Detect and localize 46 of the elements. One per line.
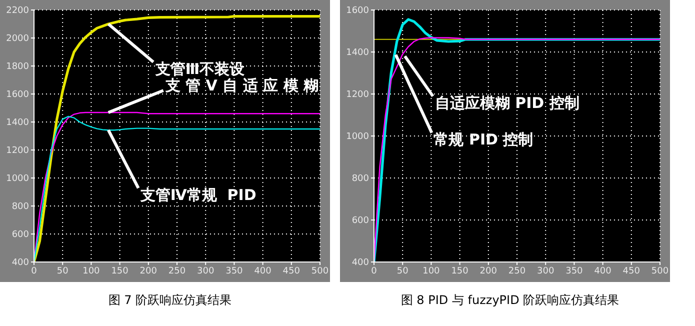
text: 图 7 阶跃响应仿真结果 xyxy=(107,292,233,309)
x-tick-label: 250 xyxy=(168,266,186,276)
y-tick-label: 1200 xyxy=(346,90,370,100)
x-tick-label: 500 xyxy=(651,266,669,276)
y-tick-label: 2000 xyxy=(6,34,30,44)
y-tick-label: 1600 xyxy=(346,6,370,16)
x-tick-label: 50 xyxy=(56,266,69,276)
x-tick-label: 350 xyxy=(226,266,244,276)
annotation: 常规 PID 控制 xyxy=(434,130,534,149)
y-tick-label: 400 xyxy=(12,258,30,268)
y-tick-label: 1200 xyxy=(6,146,30,156)
x-tick-label: 200 xyxy=(140,266,158,276)
y-tick-label: 1400 xyxy=(6,118,30,128)
x-tick-label: 400 xyxy=(254,266,272,276)
x-tick-label: 0 xyxy=(31,266,38,276)
y-tick-label: 600 xyxy=(12,230,30,240)
x-tick-label: 400 xyxy=(594,266,612,276)
y-tick-label: 1400 xyxy=(346,48,370,58)
x-tick-label: 450 xyxy=(622,266,640,276)
y-tick-label: 400 xyxy=(352,258,370,268)
annotation: 支 管 Ⅴ 自 适 应 模 糊 xyxy=(164,76,319,94)
x-tick-label: 350 xyxy=(566,266,584,276)
y-tick-label: 800 xyxy=(12,202,30,212)
x-tick-label: 250 xyxy=(508,266,526,276)
annotation: 支管Ⅲ不装设 xyxy=(154,60,246,78)
x-tick-label: 150 xyxy=(111,266,129,276)
x-tick-label: 300 xyxy=(197,266,214,276)
annotation: 自适应模糊 PID 控制 xyxy=(434,94,580,112)
x-tick-label: 450 xyxy=(282,266,300,276)
y-tick-label: 2200 xyxy=(6,6,30,16)
x-tick-label: 300 xyxy=(537,266,554,276)
y-tick-label: 1000 xyxy=(346,132,370,142)
x-tick-label: 100 xyxy=(82,266,100,276)
y-tick-label: 1000 xyxy=(6,174,30,184)
x-tick-label: 100 xyxy=(422,266,440,276)
text: 图 8 PID 与 fuzzyPID 阶跃响应仿真结果 xyxy=(400,292,620,309)
x-tick-label: 150 xyxy=(451,266,469,276)
y-tick-label: 1600 xyxy=(6,90,30,100)
x-tick-label: 200 xyxy=(480,266,498,276)
annotation: 支管Ⅳ常规 PID xyxy=(139,186,256,204)
y-tick-label: 1800 xyxy=(6,62,30,72)
x-tick-label: 0 xyxy=(371,266,378,276)
y-tick-label: 800 xyxy=(352,174,370,184)
x-tick-label: 50 xyxy=(396,266,409,276)
x-tick-label: 500 xyxy=(311,266,329,276)
y-tick-label: 600 xyxy=(352,216,370,226)
